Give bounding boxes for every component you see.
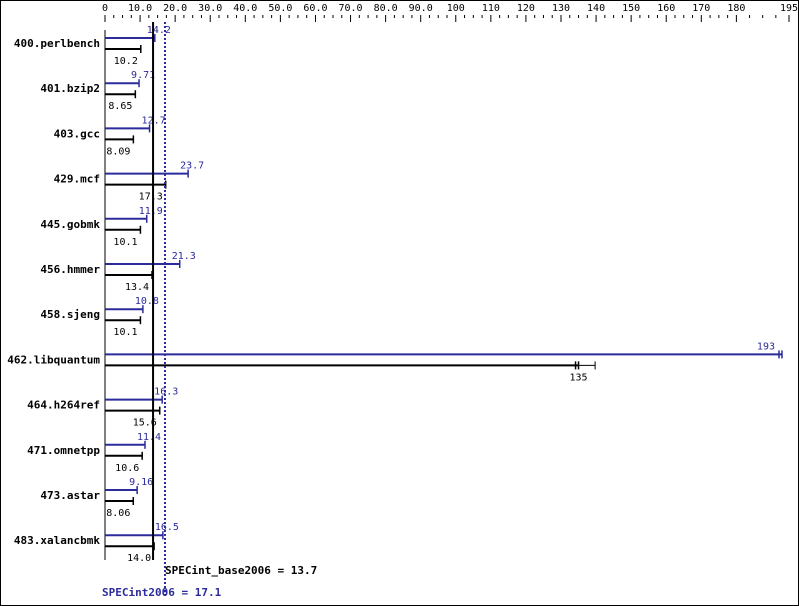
peak-value-label: 11.4 xyxy=(137,432,161,443)
peak-value-label: 11.9 xyxy=(139,206,163,217)
peak-value-label: 16.5 xyxy=(155,522,179,533)
x-tick-label: 100 xyxy=(447,3,465,14)
x-tick-label: 60.0 xyxy=(303,3,327,14)
benchmark-label: 445.gobmk xyxy=(40,218,100,231)
peak-value-label: 9.16 xyxy=(129,477,153,488)
benchmark-label: 471.omnetpp xyxy=(27,444,100,457)
base-value-label: 17.3 xyxy=(139,192,163,203)
base-value-label: 8.65 xyxy=(108,101,132,112)
base-value-label: 8.06 xyxy=(106,508,130,519)
base-value-label: 13.4 xyxy=(125,282,149,293)
x-tick-label: 110 xyxy=(482,3,500,14)
x-tick-label: 20.0 xyxy=(163,3,187,14)
base-value-label: 10.6 xyxy=(115,463,139,474)
peak-value-label: 23.7 xyxy=(180,161,204,172)
x-tick-label: 90.0 xyxy=(409,3,433,14)
x-tick-label: 40.0 xyxy=(233,3,257,14)
x-tick-label: 80.0 xyxy=(374,3,398,14)
benchmark-label: 429.mcf xyxy=(54,173,100,186)
x-tick-label: 195 xyxy=(780,3,798,14)
x-tick-label: 0 xyxy=(102,3,108,14)
benchmark-label: 400.perlbench xyxy=(14,37,100,50)
benchmark-label: 403.gcc xyxy=(54,127,100,140)
base-value-label: 14.0 xyxy=(127,553,151,564)
x-tick-label: 150 xyxy=(622,3,640,14)
benchmark-label: 458.sjeng xyxy=(40,308,100,321)
x-tick-label: 160 xyxy=(657,3,675,14)
x-tick-label: 180 xyxy=(727,3,745,14)
peak-value-label: 9.71 xyxy=(131,70,155,81)
benchmark-label: 483.xalancbmk xyxy=(14,534,100,547)
base-summary-label: SPECint_base2006 = 13.7 xyxy=(165,564,317,577)
peak-value-label: 21.3 xyxy=(172,251,196,262)
x-tick-label: 30.0 xyxy=(198,3,222,14)
reference-lines: SPECint_base2006 = 13.7 SPECint2006 = 17.… xyxy=(102,22,317,599)
base-value-label: 10.2 xyxy=(114,56,138,67)
x-tick-label: 170 xyxy=(692,3,710,14)
base-value-label: 10.1 xyxy=(113,237,137,248)
x-tick-label: 130 xyxy=(552,3,570,14)
peak-summary-label: SPECint2006 = 17.1 xyxy=(102,586,222,599)
base-value-label: 8.09 xyxy=(106,146,130,157)
peak-value-label: 14.2 xyxy=(147,25,171,36)
x-tick-label: 10.0 xyxy=(128,3,152,14)
x-tick-label: 50.0 xyxy=(268,3,292,14)
base-value-label: 15.6 xyxy=(133,418,157,429)
x-tick-label: 120 xyxy=(517,3,535,14)
benchmark-label: 473.astar xyxy=(40,489,100,502)
peak-value-label: 193 xyxy=(757,341,775,352)
base-value-label: 10.1 xyxy=(113,327,137,338)
benchmark-label: 456.hmmer xyxy=(40,263,100,276)
x-axis: 0 10.0 20.0 30.0 40.0 50.0 60.0 70.0 80.0 90.0 100… xyxy=(102,3,798,560)
benchmark-label: 401.bzip2 xyxy=(40,82,100,95)
peak-value-label: 16.3 xyxy=(154,387,178,398)
bars: 400.perlbench 14.2 10.2 401.bzip2 9.71 8.65 40… xyxy=(7,25,783,564)
peak-value-label: 10.8 xyxy=(135,296,159,307)
x-tick-label: 70.0 xyxy=(338,3,362,14)
benchmark-label: 462.libquantum xyxy=(7,353,100,366)
benchmark-label: 464.h264ref xyxy=(27,399,100,412)
x-tick-label: 140 xyxy=(587,3,605,14)
base-value-label: 135 xyxy=(570,372,588,383)
